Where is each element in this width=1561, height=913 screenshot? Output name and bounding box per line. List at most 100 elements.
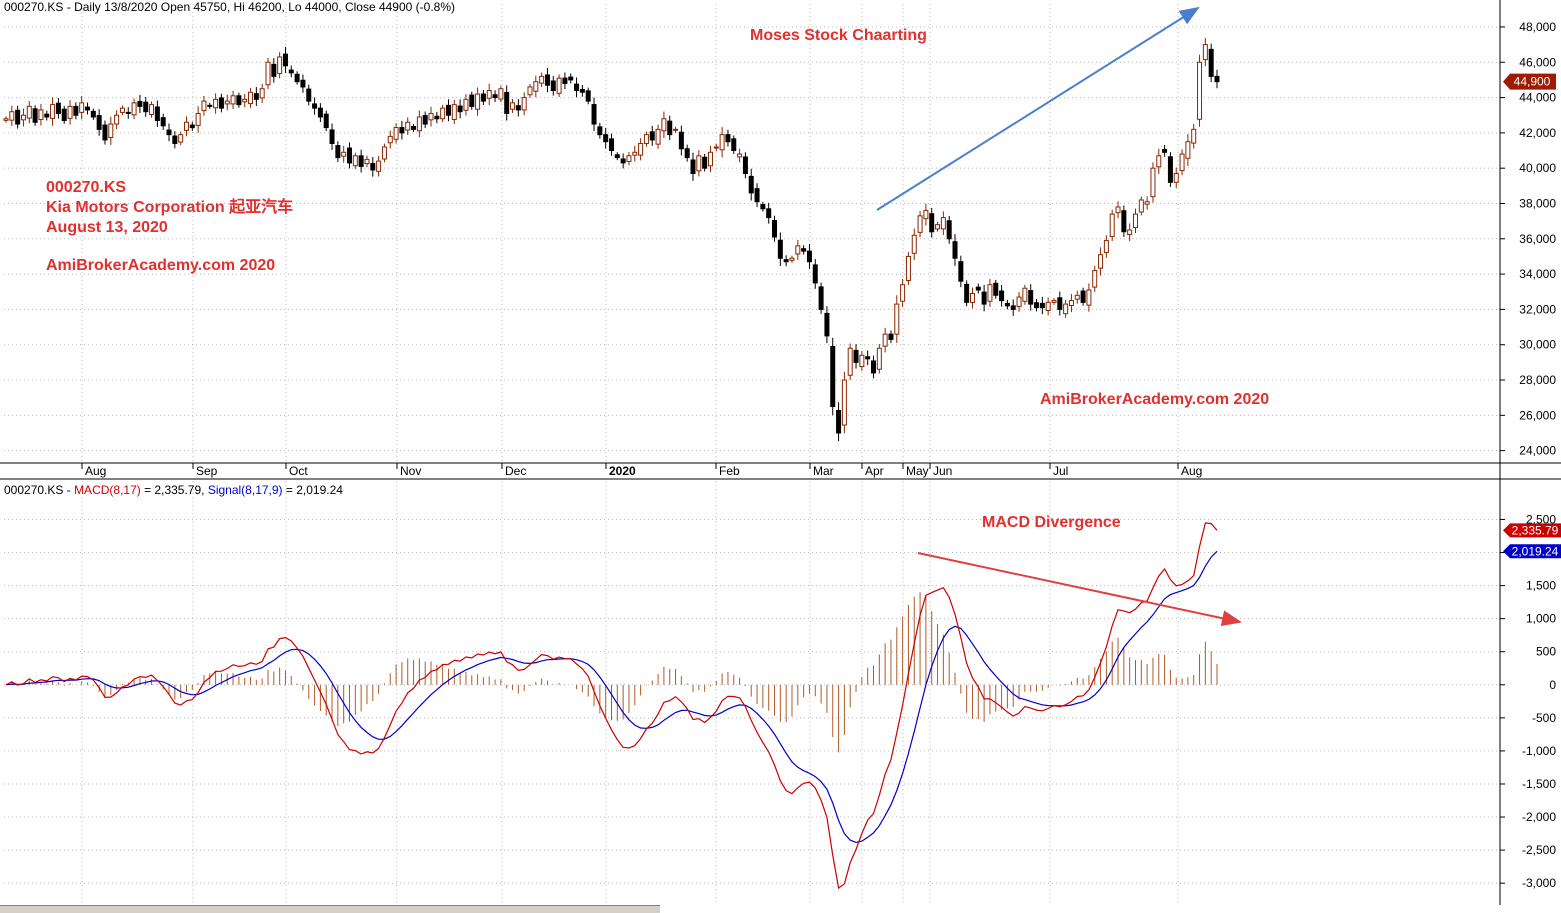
candle-body — [1057, 297, 1063, 310]
candle-body — [1173, 172, 1179, 183]
candle-body — [1098, 254, 1104, 269]
candle-body — [189, 124, 195, 129]
macd-tick-label: 1,000 — [1526, 612, 1556, 626]
candle-body — [1197, 61, 1203, 120]
candle-body — [1208, 48, 1214, 77]
month-label: Feb — [719, 464, 740, 478]
candle-body — [952, 241, 958, 259]
month-label: Dec — [505, 464, 526, 478]
candle-body — [597, 126, 603, 136]
macd-value-tag — [1503, 523, 1561, 538]
sheet-tab-bar[interactable] — [0, 905, 660, 913]
candle-body — [900, 284, 906, 302]
candle-body — [183, 121, 189, 131]
candle-body — [73, 105, 79, 116]
candle-body — [463, 98, 469, 111]
candle-body — [259, 88, 265, 99]
price-tick-label: 44,000 — [1519, 91, 1556, 105]
macd-value-tag-label: 2,335.79 — [1512, 523, 1559, 537]
signal-value-tag-label: 2,019.24 — [1512, 544, 1559, 558]
candle-body — [696, 155, 702, 172]
candle-body — [335, 145, 341, 159]
candle-body — [1028, 290, 1034, 305]
candle-body — [550, 80, 556, 92]
candle-body — [638, 142, 644, 156]
candle-body — [958, 261, 964, 282]
candle-body — [32, 108, 38, 123]
price-trend-arrow — [876, 6, 1200, 211]
candle-body — [119, 107, 125, 113]
candle-body — [26, 105, 32, 119]
candle-body — [108, 123, 114, 139]
candle-body — [329, 129, 335, 144]
candle-body — [294, 73, 300, 83]
candle-body — [312, 103, 318, 109]
candle-body — [789, 257, 795, 261]
candle-body — [358, 155, 364, 167]
candle-body — [445, 104, 451, 116]
candle-body — [987, 284, 993, 302]
company-text: Kia Motors Corporation 起亚汽车 — [46, 199, 294, 216]
candle-body — [1080, 290, 1086, 303]
candle-body — [824, 312, 830, 337]
candle-body — [85, 106, 91, 111]
candle-body — [999, 290, 1005, 302]
candle-body — [969, 293, 975, 303]
candle-body — [288, 69, 294, 74]
candle-body — [975, 286, 981, 291]
candle-body — [626, 155, 632, 162]
price-tick-label: 40,000 — [1519, 161, 1556, 175]
price-tick-label: 24,000 — [1519, 444, 1556, 458]
candle-body — [160, 117, 166, 127]
candle-body — [1156, 155, 1162, 168]
candle-body — [812, 264, 818, 284]
macd-tick-label: 0 — [1549, 678, 1556, 692]
candle-body — [707, 151, 713, 167]
candle-body — [480, 93, 486, 102]
chart-title-annotation: Moses Stock Chaarting — [750, 27, 927, 44]
candle-body — [521, 97, 527, 111]
candle-body — [702, 156, 708, 169]
candle-body — [870, 360, 876, 374]
candle-body — [143, 101, 149, 113]
ticker-text: 000270.KS — [46, 179, 127, 196]
candle-body — [154, 106, 160, 122]
candle-body — [841, 379, 847, 426]
candle-body — [661, 118, 667, 132]
candle-body — [1063, 303, 1069, 315]
candle-body — [1103, 240, 1109, 254]
candle-body — [795, 245, 801, 255]
candle-body — [544, 74, 550, 86]
candle-body — [422, 115, 428, 125]
candle-body — [1138, 199, 1144, 213]
candle-body — [649, 131, 655, 141]
candle-body — [352, 155, 358, 167]
candle-body — [277, 56, 283, 74]
candle-body — [1010, 305, 1016, 310]
candle-body — [434, 115, 440, 120]
candle-body — [469, 94, 475, 107]
candle-body — [1068, 300, 1074, 307]
candle-body — [865, 356, 871, 360]
candle-body — [55, 102, 61, 114]
candle-body — [317, 107, 323, 118]
candles-group — [3, 38, 1220, 442]
candle-body — [451, 104, 457, 120]
candle-body — [428, 112, 434, 121]
candle-body — [574, 83, 580, 92]
candle-body — [515, 105, 521, 111]
candle-body — [719, 134, 725, 151]
candle-body — [690, 159, 696, 174]
candle-body — [940, 217, 946, 230]
price-tick-label: 32,000 — [1519, 302, 1556, 316]
macd-line — [5, 522, 1218, 890]
candle-body — [20, 114, 26, 121]
candle-body — [673, 128, 679, 131]
candle-body — [504, 91, 510, 114]
price-header: 000270.KS - Daily 13/8/2020 Open 45750, … — [4, 0, 455, 14]
candle-body — [981, 291, 987, 305]
candle-body — [806, 250, 812, 263]
candle-body — [1045, 301, 1051, 311]
candle-body — [737, 153, 743, 158]
candle-body — [725, 134, 731, 143]
